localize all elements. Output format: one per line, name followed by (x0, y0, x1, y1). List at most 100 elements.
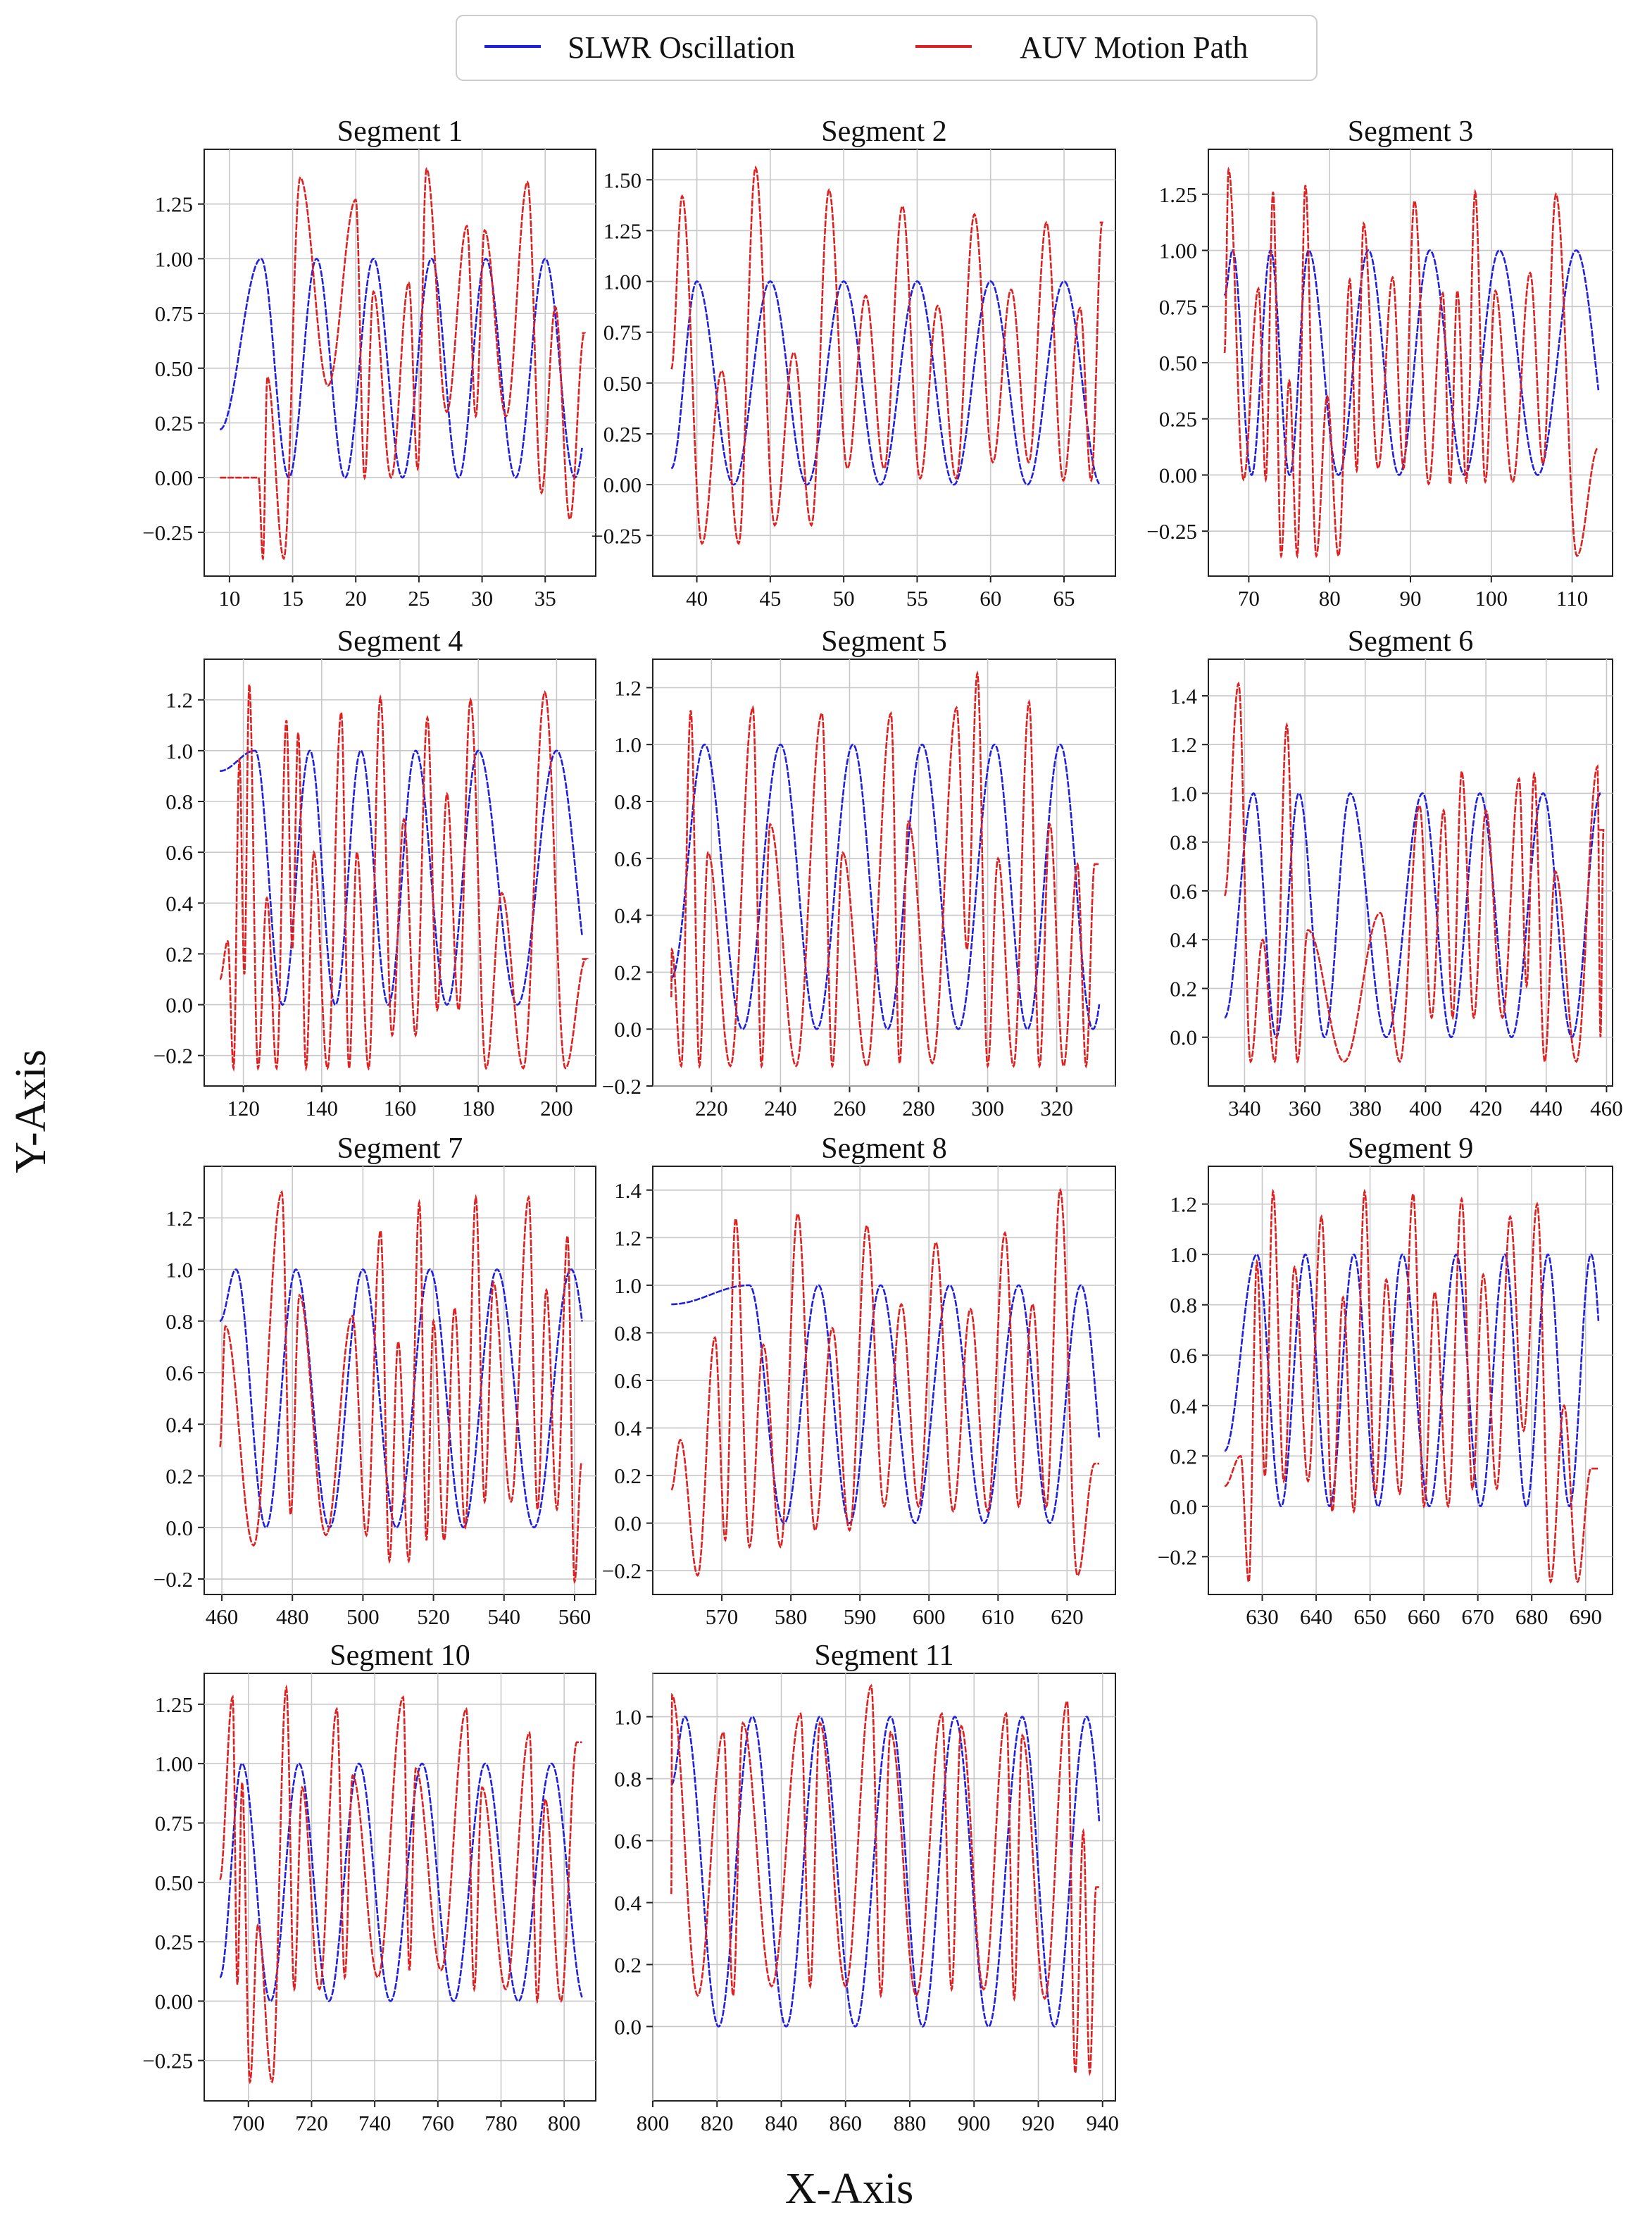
y-tick-label: 1.00 (1159, 239, 1197, 263)
series-line-slwr (1224, 1253, 1600, 1508)
legend-label-auv: AUV Motion Path (1020, 30, 1248, 65)
x-tick-label: 240 (764, 1096, 797, 1121)
plot-area (204, 149, 596, 577)
legend-frame (456, 15, 1318, 81)
subplot-title: Segment 10 (330, 1640, 470, 1672)
x-tick-label: 60 (980, 586, 1001, 611)
y-tick-label: 0.2 (614, 960, 642, 985)
x-tick-label: 600 (913, 1604, 946, 1629)
subplot-1: 10 15 20 25 30 35 −0.25 0.00 0.25 0.50 0.75 1.00 1.2… (142, 116, 596, 611)
series-line-auv (670, 1683, 1099, 2076)
x-tick-label: 840 (765, 2111, 798, 2135)
y-tick-label: 1.2 (614, 1225, 642, 1250)
y-tick-label: 0.00 (1159, 463, 1197, 487)
y-tick-label: −0.2 (602, 1559, 642, 1583)
series-line-auv (1223, 681, 1605, 1064)
y-tick-label: 0.0 (614, 2014, 642, 2039)
series-line-auv (219, 684, 589, 1072)
y-tick-label: 0.00 (155, 1989, 193, 2014)
x-tick-label: 100 (1475, 586, 1508, 611)
x-tick-label: 90 (1400, 586, 1422, 611)
y-tick-label: 0.2 (1170, 976, 1197, 1001)
x-tick-label: 55 (906, 586, 928, 611)
series-line-slwr (671, 743, 1101, 1030)
x-tick-label: 20 (345, 586, 367, 611)
y-tick-label: 0.8 (614, 789, 642, 814)
y-tick-label: 1.0 (165, 1258, 193, 1282)
series-line-slwr (219, 1268, 583, 1529)
series-line-auv (670, 670, 1099, 1070)
y-tick-label: 1.00 (603, 270, 642, 294)
x-tick-label: 580 (775, 1604, 808, 1629)
subplot-3: 70 80 90 100 110 −0.25 0.00 0.25 0.50 0.75 1.00 1.2… (1146, 116, 1613, 611)
x-tick-label: 920 (1022, 2111, 1055, 2135)
x-tick-label: 110 (1556, 586, 1588, 611)
y-tick-label: 1.2 (165, 688, 193, 713)
y-tick-label: −0.25 (591, 523, 642, 548)
subplot-title: Segment 8 (821, 1132, 946, 1165)
subplot-11: 800 820 840 860 880 900 920 940 0.0 0.2 0.4 0.6 0.8 1… (614, 1640, 1119, 2135)
x-tick-label: 320 (1040, 1096, 1073, 1121)
series-line-auv (670, 1187, 1099, 1577)
y-tick-label: 0.0 (1170, 1494, 1197, 1519)
subplot-8: 570 580 590 600 610 620 −0.2 0.0 0.2 0.4 0.6 0.8 1.0… (602, 1132, 1116, 1629)
y-tick-label: 1.0 (614, 1273, 642, 1298)
x-tick-label: 200 (540, 1096, 573, 1121)
x-tick-label: 480 (276, 1604, 309, 1629)
y-tick-label: 0.2 (165, 1464, 193, 1489)
x-tick-label: 570 (706, 1604, 739, 1629)
y-tick-label: 0.0 (614, 1511, 642, 1536)
subplot-2: 40 45 50 55 60 65 −0.25 0.00 0.25 0.50 0.75 1.00 1.2… (591, 116, 1116, 611)
y-tick-label: 0.75 (155, 1811, 193, 1835)
plot-area (652, 1673, 1116, 2102)
x-tick-label: 560 (558, 1604, 592, 1629)
y-tick-label: −0.2 (602, 1074, 642, 1099)
x-tick-label: 50 (833, 586, 855, 611)
x-tick-label: 800 (548, 2111, 581, 2135)
y-tick-label: −0.2 (1158, 1544, 1197, 1569)
subplot-10: 700 720 740 760 780 800 −0.25 0.00 0.25 0.50 0.75 1… (142, 1640, 596, 2135)
x-tick-label: 760 (422, 2111, 455, 2135)
y-tick-label: 0.8 (1170, 1293, 1197, 1318)
y-tick-label: 1.25 (1159, 182, 1197, 207)
subplot-title: Segment 11 (815, 1640, 954, 1672)
x-tick-label: 780 (484, 2111, 518, 2135)
y-tick-label: 0.8 (165, 789, 193, 814)
y-tick-label: 1.0 (614, 732, 642, 757)
x-tick-label: 500 (346, 1604, 380, 1629)
x-tick-label: 940 (1087, 2111, 1120, 2135)
plot-area (652, 659, 1116, 1087)
y-tick-label: 0.0 (1170, 1025, 1197, 1050)
y-tick-label: 1.2 (1170, 732, 1197, 757)
x-tick-label: 800 (637, 2111, 670, 2135)
subplot-9: 630 640 650 660 670 680 690 −0.2 0.0 0.2 0.4 0.6 0.8… (1158, 1132, 1613, 1629)
y-tick-label: 0.4 (614, 904, 642, 928)
x-tick-label: 670 (1461, 1604, 1494, 1629)
series-line-slwr (1223, 249, 1600, 476)
x-tick-label: 280 (902, 1096, 935, 1121)
x-tick-label: 700 (232, 2111, 265, 2135)
series-line-auv (219, 1684, 582, 2085)
y-tick-label: 1.25 (155, 1692, 193, 1717)
x-tick-label: 440 (1530, 1096, 1563, 1121)
y-tick-label: 0.0 (165, 993, 193, 1018)
y-tick-label: 1.0 (1170, 781, 1197, 806)
x-tick-label: 610 (982, 1604, 1015, 1629)
series-line-slwr (219, 1762, 583, 2002)
subplot-title: Segment 1 (337, 116, 463, 148)
y-tick-label: 1.00 (155, 246, 193, 271)
x-tick-label: 10 (218, 586, 240, 611)
legend: SLWR Oscillation AUV Motion Path (456, 15, 1318, 81)
y-tick-label: 1.0 (165, 739, 193, 763)
subplot-title: Segment 4 (337, 625, 463, 658)
y-tick-label: 0.00 (155, 466, 193, 490)
plot-area (1208, 659, 1613, 1087)
subplot-7: 460 480 500 520 540 560 −0.2 0.0 0.2 0.4 0.6 0.8 1.0… (154, 1132, 596, 1629)
subplot-4: 120 140 160 180 200 −0.2 0.0 0.2 0.4 0.6 0.8 1.0 1.2… (154, 625, 596, 1121)
series-line-slwr (670, 1716, 1101, 2028)
x-axis-label: X-Axis (785, 2165, 914, 2213)
x-tick-label: 690 (1569, 1604, 1602, 1629)
x-tick-label: 40 (686, 586, 708, 611)
x-tick-label: 740 (358, 2111, 392, 2135)
